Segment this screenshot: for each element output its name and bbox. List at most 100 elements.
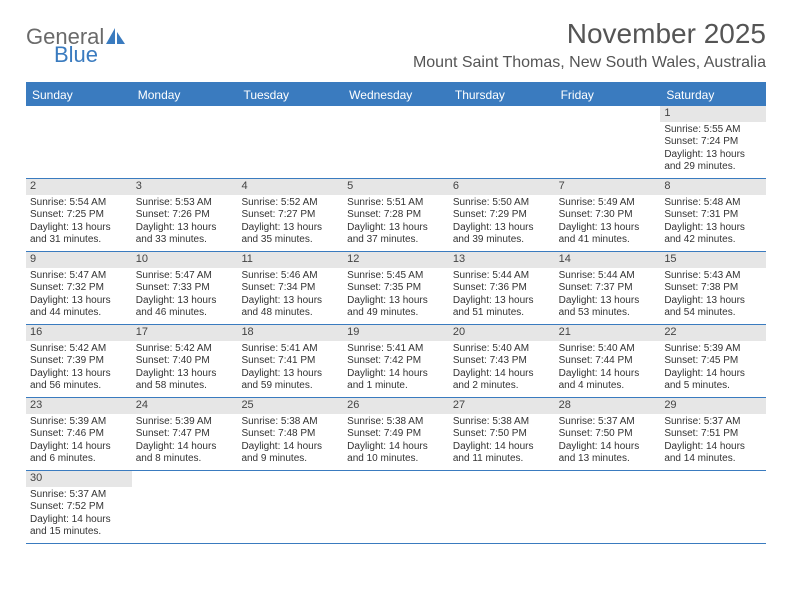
- week-row: 1Sunrise: 5:55 AMSunset: 7:24 PMDaylight…: [26, 106, 766, 179]
- sunrise-text: Sunrise: 5:42 AM: [136, 343, 234, 356]
- day-cell: 3Sunrise: 5:53 AMSunset: 7:26 PMDaylight…: [132, 179, 238, 251]
- day-number: 7: [555, 179, 661, 195]
- sunset-text: Sunset: 7:36 PM: [453, 282, 551, 295]
- daylight-text: Daylight: 13 hours and 35 minutes.: [241, 222, 339, 247]
- day-cell: 27Sunrise: 5:38 AMSunset: 7:50 PMDayligh…: [449, 398, 555, 470]
- weekday-label: Friday: [555, 84, 661, 106]
- weekday-label: Thursday: [449, 84, 555, 106]
- sunset-text: Sunset: 7:26 PM: [136, 209, 234, 222]
- sunrise-text: Sunrise: 5:45 AM: [347, 270, 445, 283]
- week-row: 16Sunrise: 5:42 AMSunset: 7:39 PMDayligh…: [26, 325, 766, 398]
- daylight-text: Daylight: 13 hours and 58 minutes.: [136, 368, 234, 393]
- sunset-text: Sunset: 7:43 PM: [453, 355, 551, 368]
- sunset-text: Sunset: 7:40 PM: [136, 355, 234, 368]
- day-number: 16: [26, 325, 132, 341]
- sunrise-text: Sunrise: 5:41 AM: [347, 343, 445, 356]
- sunset-text: Sunset: 7:51 PM: [664, 428, 762, 441]
- sunset-text: Sunset: 7:50 PM: [453, 428, 551, 441]
- week-row: 23Sunrise: 5:39 AMSunset: 7:46 PMDayligh…: [26, 398, 766, 471]
- weekday-label: Sunday: [26, 84, 132, 106]
- daylight-text: Daylight: 14 hours and 14 minutes.: [664, 441, 762, 466]
- sunset-text: Sunset: 7:49 PM: [347, 428, 445, 441]
- sunset-text: Sunset: 7:29 PM: [453, 209, 551, 222]
- daylight-text: Daylight: 13 hours and 39 minutes.: [453, 222, 551, 247]
- day-cell: 26Sunrise: 5:38 AMSunset: 7:49 PMDayligh…: [343, 398, 449, 470]
- weekday-label: Tuesday: [237, 84, 343, 106]
- day-cell: 24Sunrise: 5:39 AMSunset: 7:47 PMDayligh…: [132, 398, 238, 470]
- day-number: 14: [555, 252, 661, 268]
- sunrise-text: Sunrise: 5:54 AM: [30, 197, 128, 210]
- sunset-text: Sunset: 7:38 PM: [664, 282, 762, 295]
- sunrise-text: Sunrise: 5:39 AM: [136, 416, 234, 429]
- day-number: 21: [555, 325, 661, 341]
- empty-cell: [132, 471, 238, 543]
- day-number: 25: [237, 398, 343, 414]
- header: General Blue November 2025 Mount Saint T…: [26, 18, 766, 72]
- daylight-text: Daylight: 13 hours and 31 minutes.: [30, 222, 128, 247]
- week-row: 9Sunrise: 5:47 AMSunset: 7:32 PMDaylight…: [26, 252, 766, 325]
- daylight-text: Daylight: 13 hours and 51 minutes.: [453, 295, 551, 320]
- day-number: 2: [26, 179, 132, 195]
- empty-cell: [26, 106, 132, 178]
- day-cell: 4Sunrise: 5:52 AMSunset: 7:27 PMDaylight…: [237, 179, 343, 251]
- day-cell: 2Sunrise: 5:54 AMSunset: 7:25 PMDaylight…: [26, 179, 132, 251]
- day-cell: 8Sunrise: 5:48 AMSunset: 7:31 PMDaylight…: [660, 179, 766, 251]
- day-number: 23: [26, 398, 132, 414]
- day-number: 6: [449, 179, 555, 195]
- sunrise-text: Sunrise: 5:46 AM: [241, 270, 339, 283]
- day-cell: 28Sunrise: 5:37 AMSunset: 7:50 PMDayligh…: [555, 398, 661, 470]
- sunset-text: Sunset: 7:42 PM: [347, 355, 445, 368]
- sunrise-text: Sunrise: 5:40 AM: [453, 343, 551, 356]
- day-cell: 10Sunrise: 5:47 AMSunset: 7:33 PMDayligh…: [132, 252, 238, 324]
- logo: General Blue: [26, 26, 126, 66]
- day-number: 24: [132, 398, 238, 414]
- sunset-text: Sunset: 7:50 PM: [559, 428, 657, 441]
- sunset-text: Sunset: 7:24 PM: [664, 136, 762, 149]
- day-number: 13: [449, 252, 555, 268]
- sail-icon: [106, 26, 126, 48]
- day-cell: 11Sunrise: 5:46 AMSunset: 7:34 PMDayligh…: [237, 252, 343, 324]
- daylight-text: Daylight: 13 hours and 54 minutes.: [664, 295, 762, 320]
- sunrise-text: Sunrise: 5:44 AM: [559, 270, 657, 283]
- day-number: 11: [237, 252, 343, 268]
- sunset-text: Sunset: 7:35 PM: [347, 282, 445, 295]
- day-cell: 21Sunrise: 5:40 AMSunset: 7:44 PMDayligh…: [555, 325, 661, 397]
- sunrise-text: Sunrise: 5:48 AM: [664, 197, 762, 210]
- empty-cell: [343, 106, 449, 178]
- day-number: 27: [449, 398, 555, 414]
- daylight-text: Daylight: 13 hours and 48 minutes.: [241, 295, 339, 320]
- daylight-text: Daylight: 13 hours and 41 minutes.: [559, 222, 657, 247]
- sunset-text: Sunset: 7:32 PM: [30, 282, 128, 295]
- sunrise-text: Sunrise: 5:44 AM: [453, 270, 551, 283]
- sunrise-text: Sunrise: 5:55 AM: [664, 124, 762, 137]
- empty-cell: [132, 106, 238, 178]
- day-number: 10: [132, 252, 238, 268]
- daylight-text: Daylight: 14 hours and 10 minutes.: [347, 441, 445, 466]
- day-cell: 25Sunrise: 5:38 AMSunset: 7:48 PMDayligh…: [237, 398, 343, 470]
- day-cell: 18Sunrise: 5:41 AMSunset: 7:41 PMDayligh…: [237, 325, 343, 397]
- sunset-text: Sunset: 7:45 PM: [664, 355, 762, 368]
- sunset-text: Sunset: 7:41 PM: [241, 355, 339, 368]
- week-row: 2Sunrise: 5:54 AMSunset: 7:25 PMDaylight…: [26, 179, 766, 252]
- sunset-text: Sunset: 7:39 PM: [30, 355, 128, 368]
- day-cell: 12Sunrise: 5:45 AMSunset: 7:35 PMDayligh…: [343, 252, 449, 324]
- day-number: 3: [132, 179, 238, 195]
- sunset-text: Sunset: 7:28 PM: [347, 209, 445, 222]
- day-number: 4: [237, 179, 343, 195]
- daylight-text: Daylight: 13 hours and 53 minutes.: [559, 295, 657, 320]
- daylight-text: Daylight: 14 hours and 11 minutes.: [453, 441, 551, 466]
- weekday-label: Wednesday: [343, 84, 449, 106]
- empty-cell: [660, 471, 766, 543]
- daylight-text: Daylight: 13 hours and 56 minutes.: [30, 368, 128, 393]
- day-number: 29: [660, 398, 766, 414]
- day-number: 18: [237, 325, 343, 341]
- daylight-text: Daylight: 14 hours and 8 minutes.: [136, 441, 234, 466]
- logo-text-blue: Blue: [54, 44, 98, 66]
- daylight-text: Daylight: 13 hours and 46 minutes.: [136, 295, 234, 320]
- day-number: 17: [132, 325, 238, 341]
- sunrise-text: Sunrise: 5:53 AM: [136, 197, 234, 210]
- sunset-text: Sunset: 7:52 PM: [30, 501, 128, 514]
- sunrise-text: Sunrise: 5:51 AM: [347, 197, 445, 210]
- sunrise-text: Sunrise: 5:39 AM: [30, 416, 128, 429]
- sunset-text: Sunset: 7:48 PM: [241, 428, 339, 441]
